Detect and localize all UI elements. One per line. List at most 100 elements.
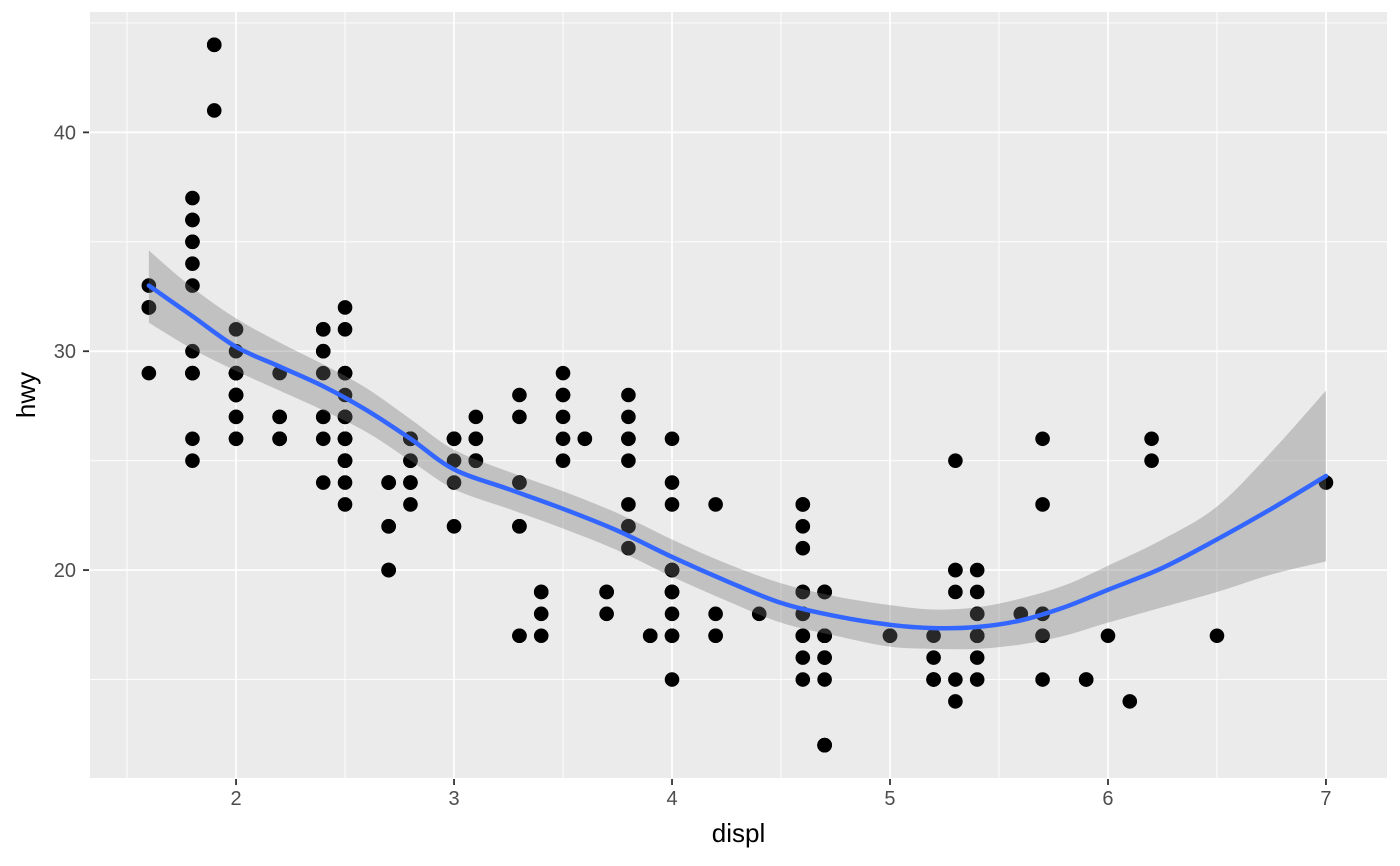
- data-point: [512, 519, 527, 534]
- y-tick-label: 40: [54, 122, 76, 144]
- data-point: [337, 322, 353, 337]
- data-point: [315, 365, 331, 381]
- data-point: [185, 234, 200, 250]
- data-point: [533, 584, 549, 600]
- data-point: [969, 628, 985, 644]
- data-point: [708, 628, 723, 644]
- data-point: [795, 497, 811, 512]
- data-point: [446, 453, 462, 468]
- data-point: [337, 300, 353, 315]
- data-point: [599, 584, 614, 600]
- data-point: [315, 322, 331, 337]
- data-point: [381, 475, 396, 490]
- data-point: [228, 431, 244, 447]
- x-axis-title: displ: [711, 818, 766, 848]
- x-tick-label: 7: [1320, 788, 1331, 810]
- data-point: [185, 256, 200, 271]
- data-point: [621, 387, 636, 403]
- data-point: [315, 431, 331, 447]
- panel-background: [90, 12, 1387, 778]
- data-point: [817, 737, 832, 753]
- data-point: [926, 628, 941, 644]
- data-point: [795, 628, 811, 644]
- smooth-line: [146, 283, 1329, 631]
- data-point: [141, 300, 157, 315]
- data-point: [403, 497, 418, 512]
- data-point: [272, 409, 287, 425]
- data-point: [315, 475, 331, 490]
- data-point: [621, 540, 636, 556]
- data-point: [1035, 672, 1050, 687]
- data-point: [642, 628, 658, 644]
- data-point: [512, 475, 527, 490]
- data-point: [969, 584, 985, 600]
- data-point: [228, 322, 244, 337]
- data-point: [817, 650, 832, 665]
- data-point: [664, 475, 680, 490]
- data-point: [337, 431, 353, 447]
- data-point: [969, 672, 985, 687]
- data-point: [1100, 628, 1116, 644]
- x-tick-label: 3: [448, 788, 459, 810]
- data-point: [926, 672, 941, 687]
- data-point: [969, 606, 985, 622]
- data-point: [664, 606, 680, 622]
- y-tick-label: 20: [54, 560, 76, 582]
- data-point: [1209, 628, 1225, 644]
- data-point: [512, 628, 527, 644]
- data-point: [1122, 694, 1138, 709]
- data-point: [795, 519, 811, 534]
- x-tick-label: 6: [1102, 788, 1113, 810]
- data-point: [621, 453, 636, 468]
- confidence-ribbon: [148, 250, 1326, 650]
- data-point: [337, 365, 353, 381]
- data-point: [621, 409, 636, 425]
- data-point: [817, 584, 832, 600]
- data-point: [185, 453, 200, 468]
- data-point: [1035, 431, 1050, 447]
- data-point: [512, 409, 527, 425]
- data-point: [468, 431, 484, 447]
- data-point: [315, 343, 331, 359]
- data-point: [948, 694, 963, 709]
- data-point: [708, 606, 723, 622]
- data-point: [533, 606, 549, 622]
- data-point: [926, 650, 941, 665]
- data-point: [948, 562, 963, 578]
- data-points: [141, 37, 1334, 753]
- data-point: [599, 606, 614, 622]
- data-point: [185, 212, 200, 228]
- data-point: [708, 497, 723, 512]
- data-point: [948, 672, 963, 687]
- data-point: [272, 431, 287, 447]
- data-point: [969, 650, 985, 665]
- data-point: [795, 584, 811, 600]
- data-point: [555, 409, 571, 425]
- data-point: [403, 453, 418, 468]
- data-point: [337, 453, 353, 468]
- data-point: [1078, 672, 1094, 687]
- data-point: [948, 453, 963, 468]
- data-point: [1144, 453, 1159, 468]
- data-point: [446, 431, 462, 447]
- data-point: [533, 628, 549, 644]
- data-point: [795, 540, 811, 556]
- data-point: [882, 628, 898, 644]
- data-point: [315, 409, 331, 425]
- axis-ticks: [83, 131, 1327, 785]
- data-point: [555, 431, 571, 447]
- y-axis-title: hwy: [11, 371, 41, 419]
- data-point: [664, 672, 680, 687]
- data-point: [817, 672, 832, 687]
- data-point: [555, 453, 571, 468]
- axis-tick-labels: 2 3 4 5 6 7 20 30 40: [54, 122, 1332, 810]
- data-point: [1035, 497, 1050, 512]
- data-point: [555, 387, 571, 403]
- data-point: [664, 562, 680, 578]
- data-point: [337, 497, 353, 512]
- data-point: [468, 409, 484, 425]
- data-point: [185, 365, 200, 381]
- data-point: [512, 387, 527, 403]
- data-point: [381, 562, 396, 578]
